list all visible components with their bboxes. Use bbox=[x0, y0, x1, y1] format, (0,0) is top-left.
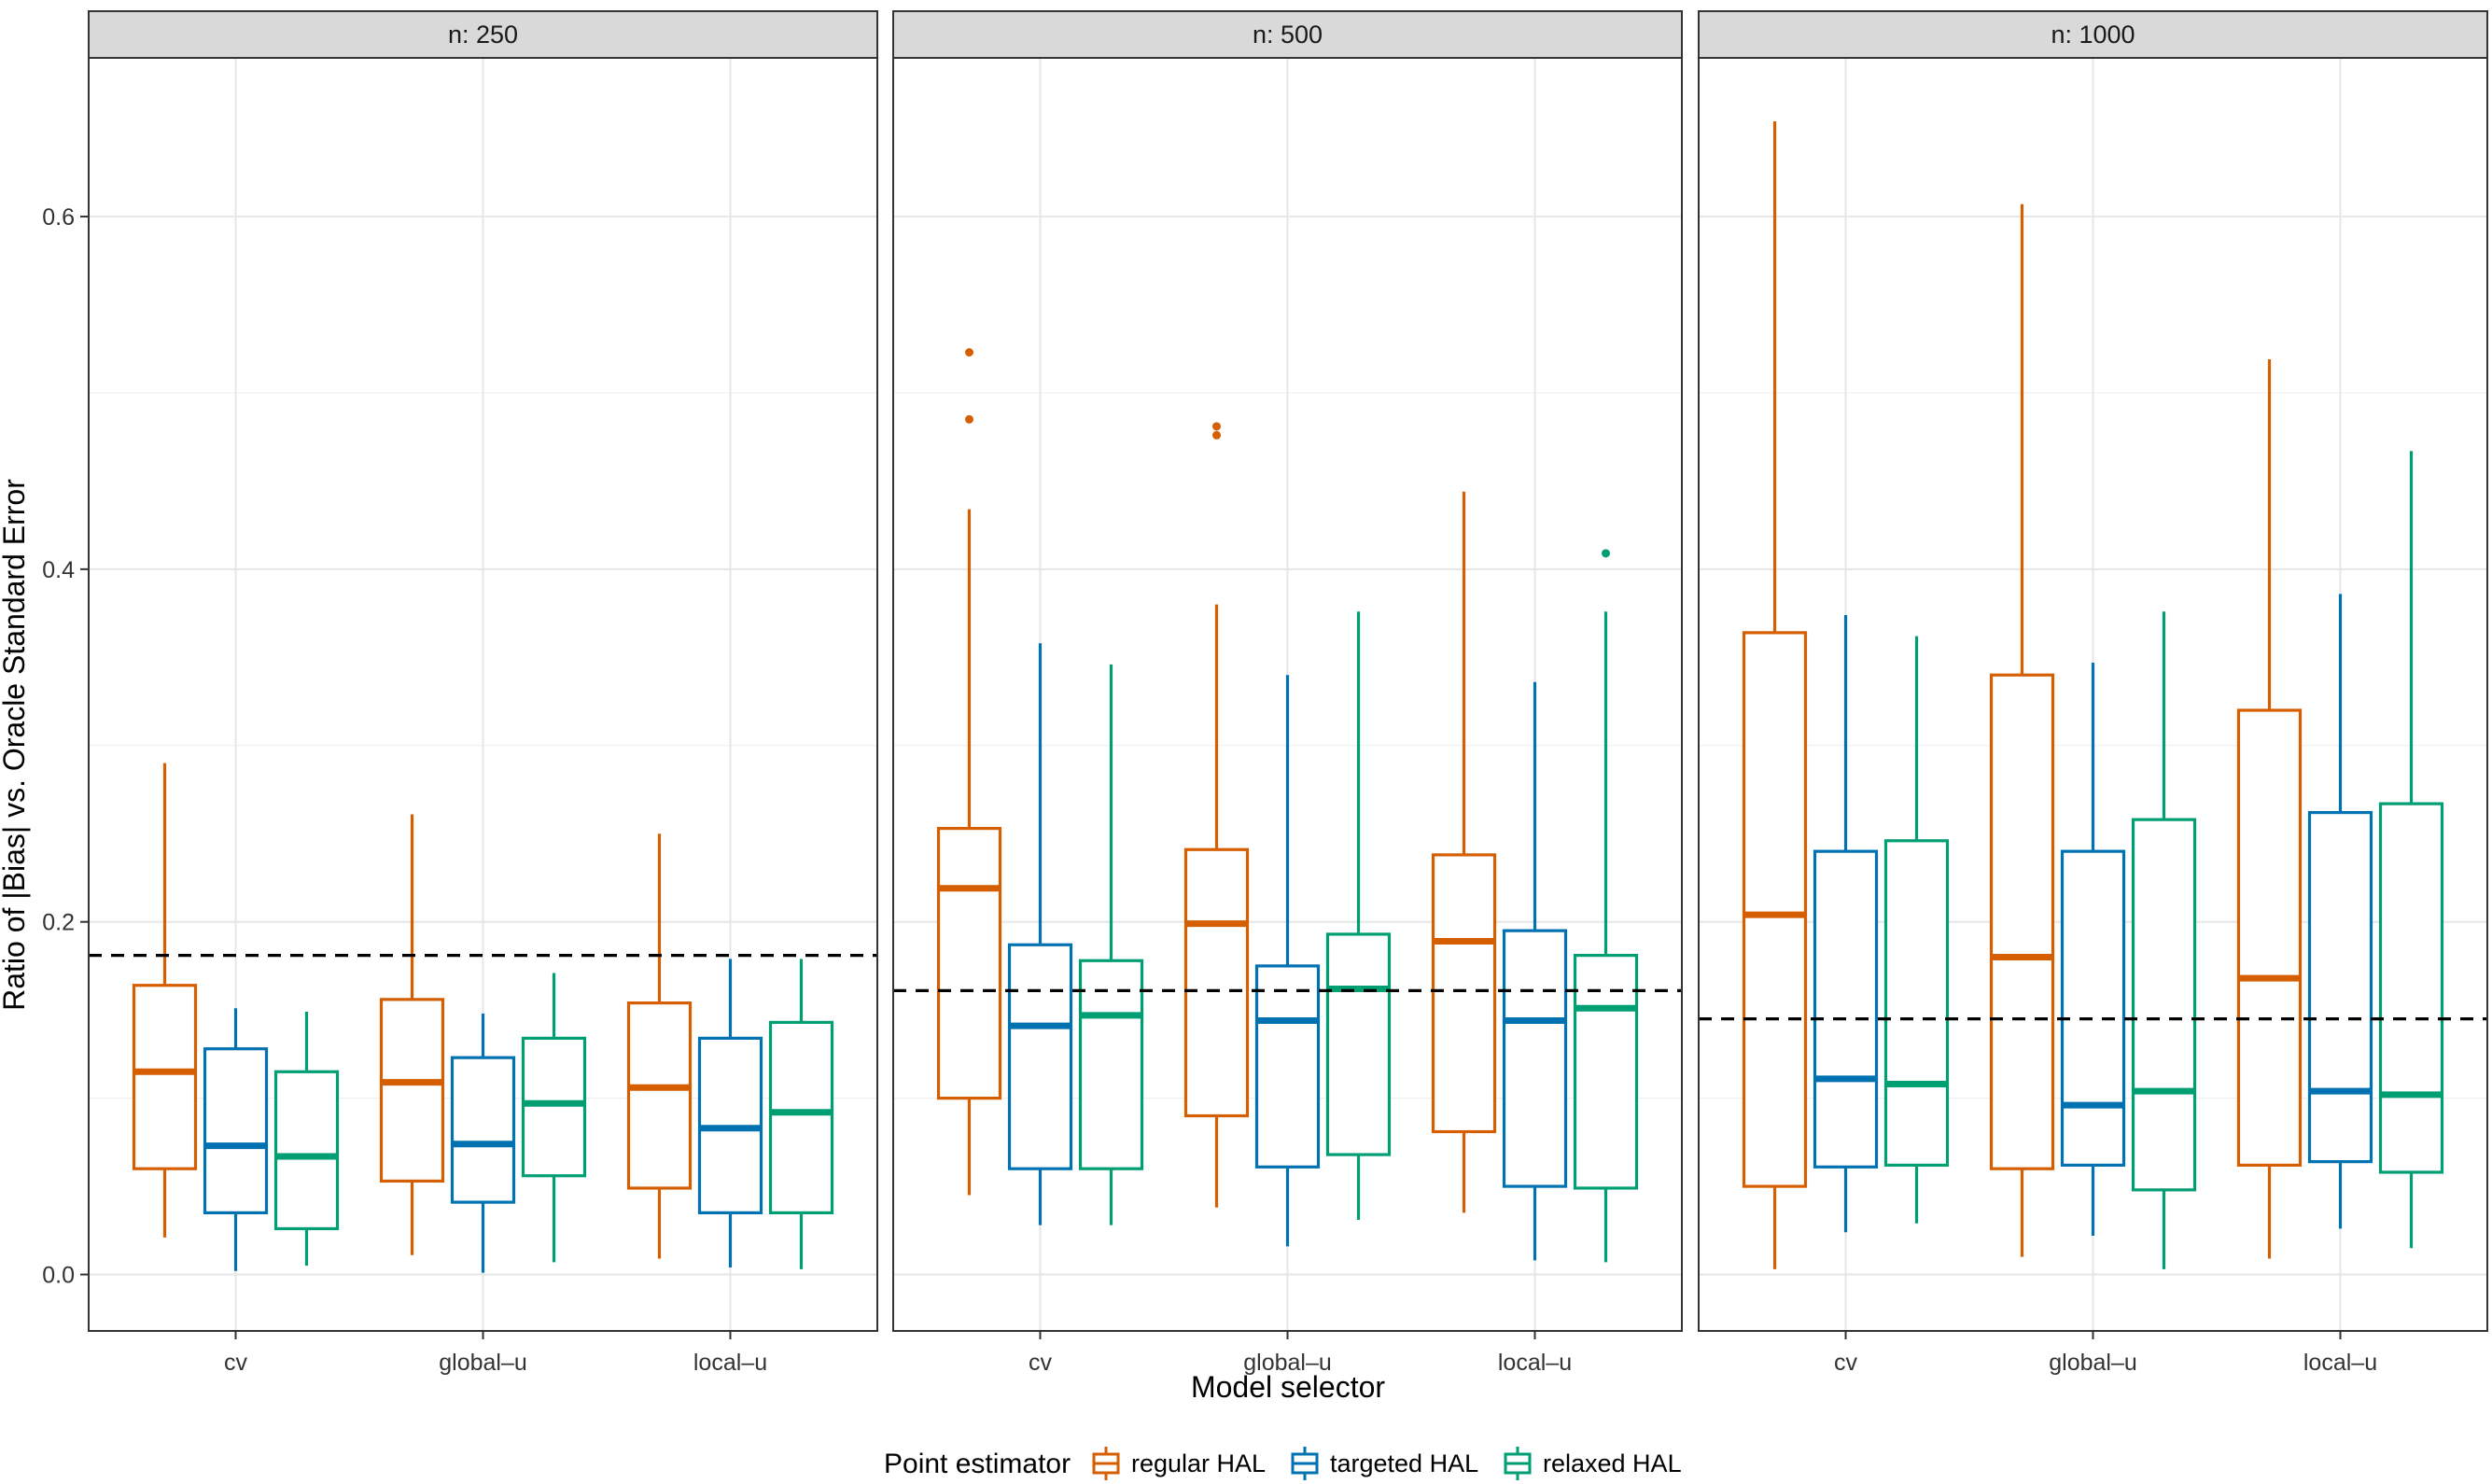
panels-layer: n: 250 cv global–u local–u n: 500 cv global–u l… bbox=[88, 10, 2488, 1376]
facet-strip bbox=[892, 10, 1683, 59]
y-axis-title: Ratio of |Bias| vs. Oracle Standard Erro… bbox=[0, 479, 31, 1011]
box bbox=[2131, 611, 2197, 1269]
legend-item: regular HAL bbox=[1092, 1447, 1266, 1480]
box bbox=[1007, 643, 1073, 1225]
box-body bbox=[273, 1070, 340, 1231]
box bbox=[203, 1008, 269, 1271]
x-tick-label: global–u bbox=[1243, 1350, 1332, 1376]
x-tick-label: local–u bbox=[693, 1350, 767, 1376]
facet-panel: n: 250 cv global–u local–u bbox=[88, 10, 878, 1376]
y-axis: 0.0 0.2 0.4 0.6 bbox=[42, 204, 89, 1289]
x-axis-title: Model selector bbox=[1191, 1370, 1385, 1404]
box bbox=[2378, 451, 2444, 1249]
box bbox=[132, 763, 198, 1238]
box-body bbox=[203, 1047, 269, 1215]
box bbox=[1078, 664, 1144, 1225]
y-tick-label: 0.0 bbox=[42, 1263, 75, 1289]
box bbox=[936, 347, 1002, 1196]
box-body bbox=[2060, 849, 2126, 1168]
x-tick-label: local–u bbox=[2303, 1350, 2377, 1376]
box-body bbox=[768, 1020, 834, 1215]
box bbox=[379, 814, 445, 1255]
box bbox=[1989, 203, 2055, 1257]
x-tick-label: cv bbox=[1834, 1350, 1858, 1376]
box bbox=[450, 1013, 516, 1273]
box bbox=[626, 833, 693, 1259]
box bbox=[2307, 594, 2373, 1229]
facet-panel: n: 1000 cv global–u local–u bbox=[1698, 10, 2488, 1376]
facet-panel: n: 500 cv global–u local–u bbox=[892, 10, 1683, 1376]
box-body bbox=[132, 984, 198, 1170]
outlier-point bbox=[965, 347, 973, 357]
x-tick-label: cv bbox=[1029, 1350, 1053, 1376]
outlier-point bbox=[1212, 422, 1221, 431]
box-body bbox=[626, 1001, 693, 1190]
box bbox=[2236, 359, 2303, 1259]
legend-item: relaxed HAL bbox=[1504, 1447, 1682, 1480]
box-body bbox=[2307, 810, 2373, 1164]
box bbox=[1431, 491, 1497, 1213]
outlier-point bbox=[1602, 549, 1610, 558]
box bbox=[1813, 614, 1879, 1233]
box-body bbox=[1989, 673, 2055, 1170]
box-body bbox=[1573, 954, 1639, 1190]
box bbox=[697, 959, 763, 1267]
box-body bbox=[936, 826, 1002, 1100]
box-body bbox=[1183, 847, 1250, 1118]
facet-strip bbox=[1698, 10, 2488, 59]
box-body bbox=[2378, 802, 2444, 1174]
box bbox=[768, 959, 834, 1269]
y-tick-label: 0.2 bbox=[42, 910, 75, 936]
legend: Point estimator regular HAL targeted HAL r… bbox=[884, 1447, 1682, 1480]
x-tick-label: global–u bbox=[439, 1350, 527, 1376]
box-body bbox=[1254, 964, 1321, 1169]
facet-strip-label: n: 500 bbox=[1253, 21, 1323, 49]
box-body bbox=[521, 1036, 587, 1178]
legend-label: relaxed HAL bbox=[1543, 1449, 1682, 1477]
box-body bbox=[1883, 839, 1950, 1168]
facet-strip bbox=[88, 10, 878, 59]
box-body bbox=[1502, 929, 1568, 1188]
facet-strip-label: n: 250 bbox=[448, 21, 518, 49]
y-tick-label: 0.4 bbox=[42, 557, 75, 583]
legend-item: targeted HAL bbox=[1291, 1447, 1478, 1480]
box-body bbox=[1742, 631, 1808, 1188]
box bbox=[1325, 611, 1392, 1220]
y-tick-label: 0.6 bbox=[42, 204, 75, 231]
legend-title: Point estimator bbox=[884, 1449, 1071, 1479]
box bbox=[1502, 681, 1568, 1261]
box bbox=[521, 973, 587, 1263]
box bbox=[273, 1012, 340, 1267]
box-body bbox=[450, 1056, 516, 1204]
box-body bbox=[1813, 849, 1879, 1169]
box bbox=[1883, 636, 1950, 1224]
box-body bbox=[2131, 818, 2197, 1192]
box-body bbox=[2236, 708, 2303, 1168]
x-tick-label: local–u bbox=[1498, 1350, 1572, 1376]
facet-strip-label: n: 1000 bbox=[2051, 21, 2135, 49]
box bbox=[1254, 675, 1321, 1247]
box-body bbox=[379, 998, 445, 1183]
outlier-point bbox=[1212, 430, 1221, 440]
box bbox=[1183, 422, 1250, 1208]
box bbox=[2060, 662, 2126, 1236]
box bbox=[1573, 549, 1639, 1263]
legend-label: regular HAL bbox=[1131, 1449, 1266, 1477]
box-body bbox=[1007, 943, 1073, 1170]
legend-label: targeted HAL bbox=[1330, 1449, 1478, 1477]
box bbox=[1742, 121, 1808, 1269]
x-tick-label: global–u bbox=[2049, 1350, 2137, 1376]
box-body bbox=[1431, 853, 1497, 1134]
box-body bbox=[1325, 932, 1392, 1156]
outlier-point bbox=[965, 414, 973, 424]
box-body bbox=[1078, 959, 1144, 1170]
x-tick-label: cv bbox=[224, 1350, 248, 1376]
